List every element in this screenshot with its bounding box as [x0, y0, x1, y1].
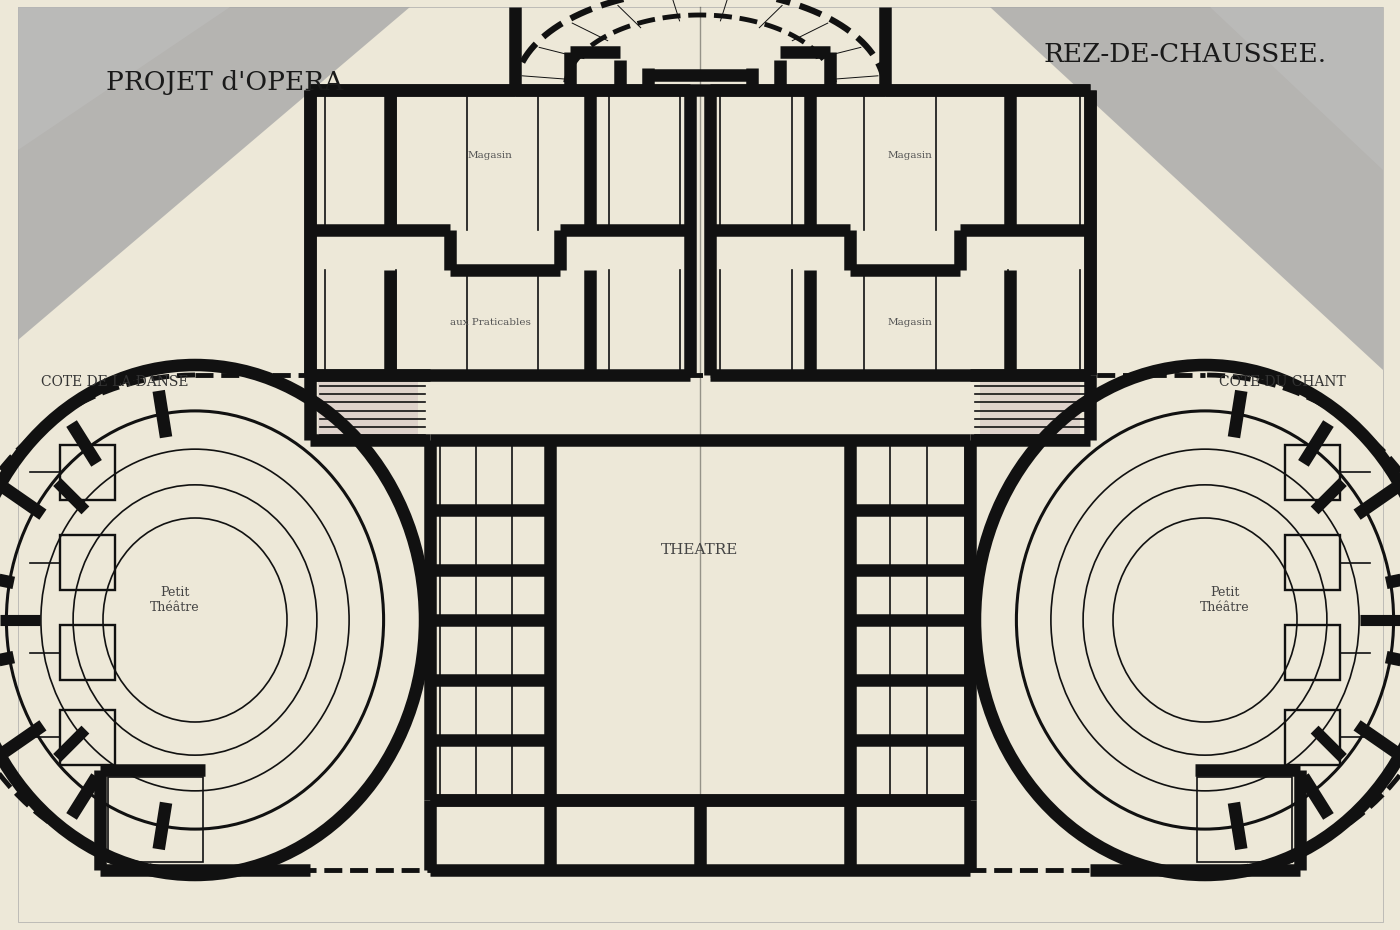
Polygon shape [18, 7, 230, 150]
Polygon shape [1210, 7, 1383, 170]
Bar [980, 380, 1079, 438]
Text: COTE DE LA DANSE: COTE DE LA DANSE [41, 375, 189, 389]
Bar [60, 535, 115, 590]
Bar [980, 380, 1079, 438]
Text: Petit
Théâtre: Petit Théâtre [1200, 586, 1250, 614]
Text: REZ-DE-CHAUSSEE.: REZ-DE-CHAUSSEE. [1043, 42, 1327, 67]
Text: COTE DU CHANT: COTE DU CHANT [1218, 375, 1345, 389]
Bar [1285, 625, 1340, 680]
Bar [108, 777, 203, 862]
Bar [1197, 777, 1292, 862]
Bar [60, 625, 115, 680]
Text: PROJET d'OPERA: PROJET d'OPERA [106, 70, 343, 95]
Bar [1285, 710, 1340, 765]
Text: THEATRE: THEATRE [661, 543, 739, 557]
Bar [318, 380, 419, 438]
Bar [1285, 445, 1340, 500]
Bar [60, 710, 115, 765]
Text: Magasin: Magasin [468, 151, 512, 160]
Polygon shape [990, 7, 1383, 370]
Bar [318, 380, 419, 438]
Polygon shape [18, 7, 410, 340]
Text: Petit
Théâtre: Petit Théâtre [150, 586, 200, 614]
Text: Magasin: Magasin [888, 317, 932, 326]
Text: Magasin: Magasin [888, 151, 932, 160]
Text: aux Praticables: aux Praticables [449, 317, 531, 326]
Bar [1285, 535, 1340, 590]
Bar [60, 445, 115, 500]
